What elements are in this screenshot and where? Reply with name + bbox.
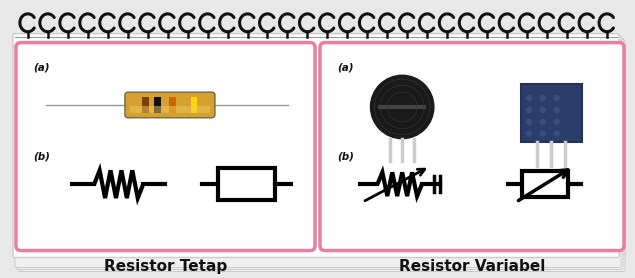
Circle shape bbox=[370, 75, 434, 139]
Circle shape bbox=[373, 77, 432, 137]
FancyBboxPatch shape bbox=[130, 106, 210, 113]
FancyBboxPatch shape bbox=[17, 38, 623, 269]
Circle shape bbox=[540, 108, 545, 112]
Text: (b): (b) bbox=[337, 152, 354, 162]
Circle shape bbox=[526, 131, 531, 136]
Circle shape bbox=[554, 119, 559, 124]
FancyBboxPatch shape bbox=[13, 34, 619, 257]
Circle shape bbox=[540, 119, 545, 124]
Text: (b): (b) bbox=[33, 152, 50, 162]
Text: (a): (a) bbox=[33, 62, 50, 72]
Circle shape bbox=[554, 131, 559, 136]
Circle shape bbox=[526, 119, 531, 124]
Circle shape bbox=[540, 96, 545, 101]
Bar bbox=[522, 171, 568, 197]
Circle shape bbox=[526, 96, 531, 101]
FancyBboxPatch shape bbox=[125, 92, 215, 118]
Bar bbox=[170, 96, 177, 113]
Circle shape bbox=[540, 131, 545, 136]
Text: Resistor Tetap: Resistor Tetap bbox=[104, 259, 227, 274]
Bar bbox=[191, 96, 197, 113]
Text: (a): (a) bbox=[337, 62, 353, 72]
Circle shape bbox=[526, 108, 531, 112]
FancyBboxPatch shape bbox=[19, 39, 625, 271]
Circle shape bbox=[554, 96, 559, 101]
Circle shape bbox=[375, 79, 430, 135]
Bar bbox=[154, 96, 161, 113]
FancyBboxPatch shape bbox=[320, 43, 624, 250]
Circle shape bbox=[554, 108, 559, 112]
FancyBboxPatch shape bbox=[15, 36, 621, 267]
Bar bbox=[218, 168, 276, 200]
Bar bbox=[142, 96, 149, 113]
Bar bbox=[521, 84, 582, 142]
Text: Resistor Variabel: Resistor Variabel bbox=[399, 259, 545, 274]
FancyBboxPatch shape bbox=[16, 43, 315, 250]
